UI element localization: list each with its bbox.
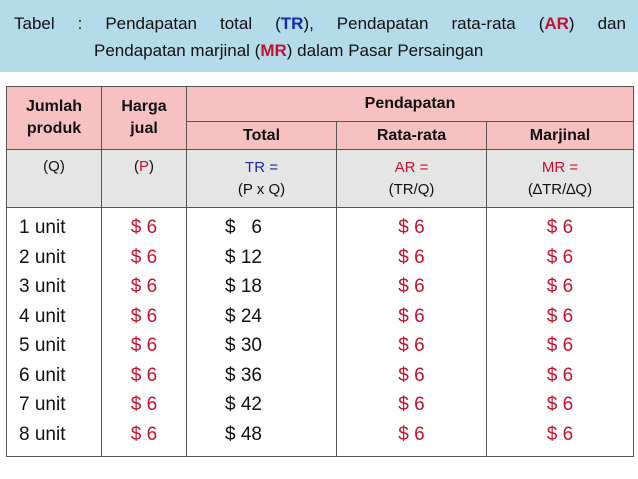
price-cell: $ 6	[130, 217, 158, 238]
total-cell: $ 12	[225, 246, 262, 268]
caption-word: rata-rata	[451, 14, 516, 33]
column-average-revenue: $ 6 $ 6 $ 6 $ 6 $ 6 $ 6 $ 6 $ 6	[336, 207, 487, 457]
ar-cell: $ 6	[398, 423, 425, 445]
total-cell: $ 6	[225, 217, 262, 238]
ar-cell: $ 6	[398, 335, 425, 356]
mr-cell: $ 6	[546, 364, 574, 386]
price-cell: $ 6	[130, 423, 158, 445]
mr-cell: $ 6	[546, 276, 574, 297]
header-pendapatan: Pendapatan	[186, 86, 634, 122]
quantity-cell: 8 unit	[19, 423, 66, 445]
header-produk: produk	[26, 120, 82, 137]
quantity-cell: 6 unit	[19, 364, 66, 386]
ar-cell: $ 6	[398, 246, 425, 268]
caption-word: Pendapatan	[336, 14, 429, 33]
price-cell: $ 6	[130, 394, 158, 415]
total-cell: $ 48	[225, 423, 262, 445]
symbol-mr-label: MR =	[541, 158, 579, 176]
caption-line-2: Pendapatan marjinal (MR) dalam Pasar Per…	[14, 37, 626, 64]
caption-word: :	[77, 14, 83, 33]
total-cell: $ 30	[225, 335, 262, 356]
caption-word: Pendapatan	[105, 14, 198, 33]
symbol-p-letter: P	[138, 158, 149, 175]
table-caption: Tabel : Pendapatan total (TR), Pendapata…	[0, 0, 638, 72]
symbol-ar-label: AR =	[394, 158, 429, 176]
symbol-q: (Q)	[6, 149, 102, 208]
symbol-ar: AR = (TR/Q)	[336, 149, 487, 208]
revenue-table: Jumlah produk Harga jual Pendapatan Tota…	[6, 86, 634, 457]
quantity-cell: 3 unit	[19, 276, 66, 297]
mr-cell: $ 6	[546, 246, 574, 268]
caption-word: Tabel	[14, 14, 55, 33]
header-marjinal: Marjinal	[486, 121, 634, 150]
caption-mr-abbr: MR	[260, 41, 287, 60]
price-cell: $ 6	[130, 276, 158, 297]
column-quantity: 1 unit 2 unit 3 unit 4 unit 5 unit 6 uni…	[6, 207, 102, 457]
caption-word: total	[219, 14, 253, 33]
header-jual: jual	[130, 120, 158, 137]
ar-cell: $ 6	[398, 217, 425, 238]
symbol-ar-formula: (TR/Q)	[388, 180, 435, 198]
mr-cell: $ 6	[546, 335, 574, 356]
symbol-p-open: (	[133, 158, 139, 175]
caption-ar-abbr: AR	[544, 14, 569, 33]
quantity-cell: 4 unit	[19, 305, 66, 327]
price-cell: $ 6	[130, 335, 158, 356]
ar-cell: $ 6	[398, 394, 425, 415]
quantity-cell: 2 unit	[19, 246, 66, 268]
mr-cell: $ 6	[546, 423, 574, 445]
price-cell: $ 6	[130, 364, 158, 386]
price-cell: $ 6	[130, 246, 158, 268]
mr-cell: $ 6	[546, 305, 574, 327]
header-jumlah-produk: Jumlah produk	[6, 86, 102, 150]
header-harga-jual: Harga jual	[101, 86, 187, 150]
caption-word: dan	[597, 14, 626, 33]
symbol-mr: MR = (∆TR/∆Q)	[486, 149, 634, 208]
mr-cell: $ 6	[546, 217, 574, 238]
header-harga: Harga	[121, 98, 167, 115]
column-price: $ 6 $ 6 $ 6 $ 6 $ 6 $ 6 $ 6 $ 6	[101, 207, 187, 457]
ar-cell: $ 6	[398, 305, 425, 327]
header-rata-rata: Rata-rata	[336, 121, 487, 150]
column-total: $ 6 $ 12 $ 18 $ 24 $ 30 $ 36 $ 42 $ 48	[186, 207, 337, 457]
symbol-mr-formula: (∆TR/∆Q)	[527, 180, 593, 198]
symbol-tr: TR = (P x Q)	[186, 149, 337, 208]
caption-word-ar: (AR)	[538, 14, 575, 33]
total-cell: $ 18	[225, 276, 262, 297]
quantity-cell: 5 unit	[19, 335, 66, 356]
symbol-tr-label: TR =	[245, 158, 278, 176]
ar-cell: $ 6	[398, 276, 425, 297]
caption-word-tr: (TR),	[275, 14, 314, 33]
symbol-p: (P)	[101, 149, 187, 208]
symbol-tr-formula: (P x Q)	[237, 180, 286, 198]
total-cell: $ 42	[225, 394, 262, 415]
total-cell: $ 36	[225, 364, 262, 386]
header-total: Total	[186, 121, 337, 150]
quantity-cell: 1 unit	[19, 217, 66, 238]
price-cell: $ 6	[130, 305, 158, 327]
quantity-cell: 7 unit	[19, 394, 66, 415]
total-cell: $ 24	[225, 305, 262, 327]
caption-line-1: Tabel : Pendapatan total (TR), Pendapata…	[14, 10, 626, 37]
caption-tr-abbr: TR	[280, 14, 304, 33]
caption-line2-suffix: ) dalam Pasar Persaingan	[286, 41, 484, 60]
symbol-p-close: )	[149, 158, 154, 175]
mr-cell: $ 6	[546, 394, 574, 415]
caption-line2-prefix: Pendapatan marjinal (	[94, 41, 261, 60]
ar-cell: $ 6	[398, 364, 425, 386]
column-marginal-revenue: $ 6 $ 6 $ 6 $ 6 $ 6 $ 6 $ 6 $ 6	[486, 207, 634, 457]
header-jumlah: Jumlah	[25, 98, 82, 115]
